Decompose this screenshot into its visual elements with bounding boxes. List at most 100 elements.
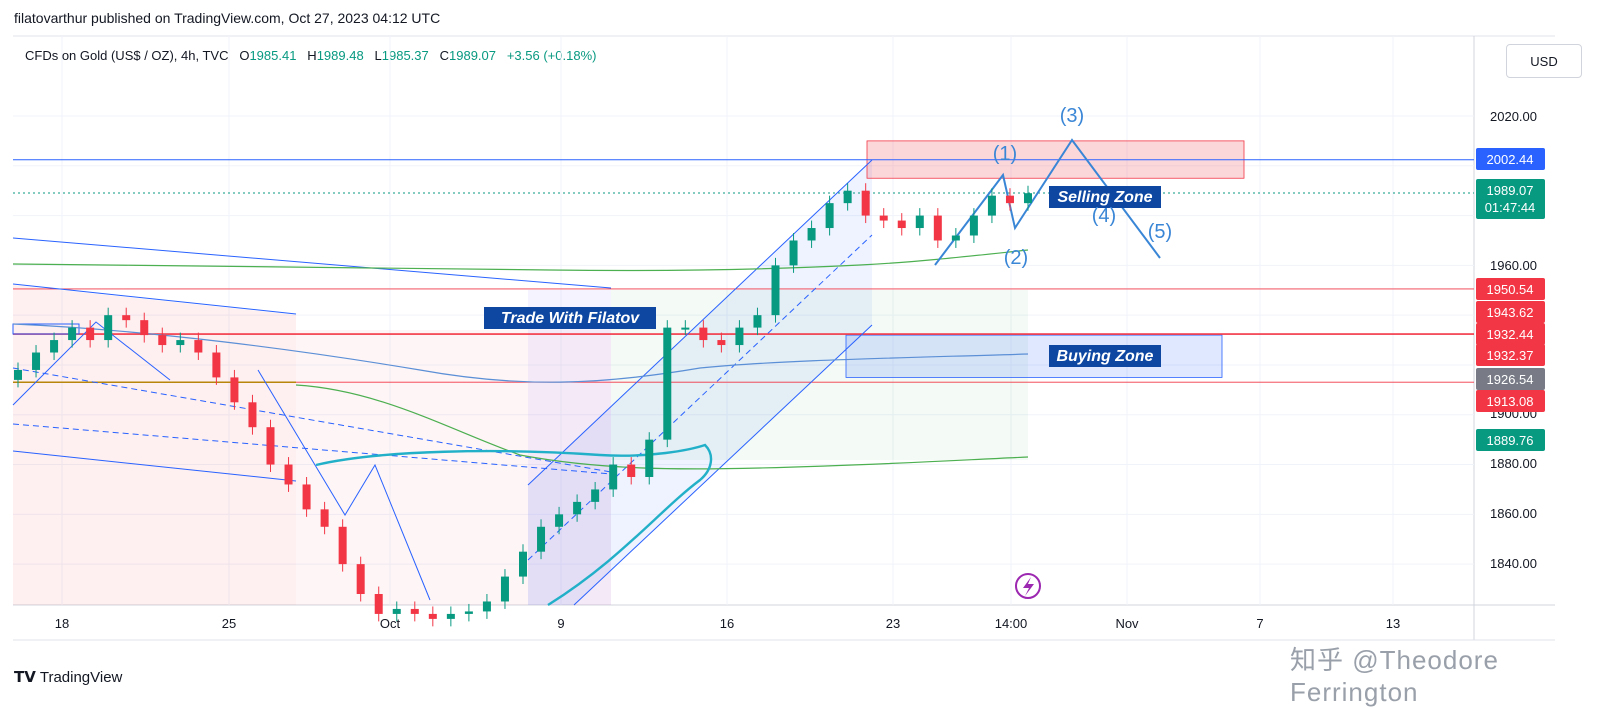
price-label-1926.54: 1926.54 [1487,372,1534,387]
price-label-bg [1476,390,1545,412]
y-tick-label: 1960.00 [1490,258,1537,273]
candle-body [861,190,870,216]
candle-body [519,551,527,577]
y-tick-label: 1840.00 [1490,556,1537,571]
candle-body [500,576,509,602]
x-tick-label: 18 [55,616,69,631]
currency-button[interactable]: USD [1506,44,1582,78]
candle-body [410,608,419,614]
open-value: 1985.41 [249,48,297,63]
candle-body [50,340,59,353]
candle-body [338,526,347,565]
candle-body [897,220,906,229]
x-tick-label: 9 [557,616,564,631]
candle-body [266,427,275,465]
price-label-bg [1476,148,1545,170]
symbol-legend: CFDs on Gold (US$ / OZ), 4h, TVC O1985.4… [25,48,596,63]
cup-curve [315,443,713,607]
price-label-bg [1476,301,1545,323]
watermark-text: 知乎 @Theodore Ferrington [1290,645,1499,707]
wave-label-1: (1) [993,143,1017,165]
candle-body [771,265,780,316]
candle-body [104,315,113,341]
candle-body [1024,193,1032,204]
candle-body [681,327,690,330]
candle-body [573,501,582,515]
wave-label-2: (2) [1004,247,1028,269]
price-label-1932.44: 1932.44 [1487,327,1534,342]
tradingview-logo-icon: TV [14,668,36,686]
candle-body [717,340,726,346]
up-channel-top [527,159,873,486]
moving-average-long [12,249,1029,272]
high-value: 1989.48 [316,48,364,63]
open-label: O [239,48,250,63]
candle-body [248,402,257,428]
candle-body [284,464,293,485]
price-label-1950.54: 1950.54 [1487,282,1534,297]
candle-body [663,327,672,440]
price-label-bg [1476,429,1545,451]
price-label-bg [1476,368,1545,390]
zigzag-left [12,321,171,406]
low-label: L [374,48,382,63]
price-label-bg [1476,278,1545,300]
candle-body [591,489,600,502]
candle-body [212,352,221,378]
up-channel-bottom [573,324,873,606]
x-tick-label: 23 [886,616,900,631]
lightning-bolt-icon [1023,577,1034,596]
price-label-2002.44: 2002.44 [1487,152,1534,167]
candle-body [915,215,924,229]
close-value: 1989.07 [449,48,496,63]
x-tick-label: 14:00 [995,616,1028,631]
countdown-label: 01:47:44 [1485,200,1536,215]
candle-body [482,601,491,612]
price-label-1989.07: 1989.07 [1487,183,1534,198]
trade-with-filatov-label: Trade With Filatov [501,310,640,327]
candle-body [825,203,834,229]
down-channel-mid-upper [12,367,612,473]
candle-body [464,611,473,614]
x-tick-label: Nov [1115,616,1139,631]
symbol-name: CFDs on Gold (US$ / OZ), 4h, TVC [25,48,229,63]
trend-line-top [12,237,612,289]
candle-body [86,327,95,341]
candle-body [32,352,41,370]
wave-label-4: (4) [1092,205,1116,227]
candle-body [699,327,708,341]
candle-body [933,215,942,241]
candle-body [951,235,960,241]
price-label-1913.08: 1913.08 [1487,394,1534,409]
tradingview-brand-text: TradingView [39,668,123,686]
candle-body [789,240,798,266]
candle-body [14,369,22,380]
candle-body [320,509,329,527]
candle-body [843,190,852,204]
candle-body [735,327,744,346]
y-tick-label: 2020.00 [1490,109,1537,124]
x-tick-label: 7 [1256,616,1263,631]
candle-body [645,439,654,477]
candle-body [230,377,239,403]
published-by-text: filatovarthur published on TradingView.c… [14,10,441,26]
wave-label-3: (3) [1060,105,1084,127]
trade-with-filatov-label-bg [484,307,656,329]
high-label: H [307,48,317,63]
candle-body [374,594,383,614]
candle-body [627,464,636,477]
price-label-1889.76: 1889.76 [1487,433,1534,448]
x-tick-label: 16 [720,616,734,631]
price-label-1932.37: 1932.37 [1487,348,1534,363]
candle-body [446,613,455,619]
down-channel-top [12,283,297,315]
candle-body [392,608,401,614]
candle-body [1005,195,1014,204]
candle-body [122,315,131,321]
buying-zone-label-bg [1049,345,1161,367]
close-label: C [439,48,449,63]
candle-body [302,484,311,510]
candle-body [356,564,365,595]
candle-body [609,464,618,490]
